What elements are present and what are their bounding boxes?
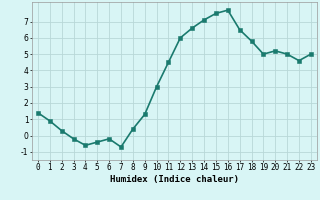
X-axis label: Humidex (Indice chaleur): Humidex (Indice chaleur) <box>110 175 239 184</box>
